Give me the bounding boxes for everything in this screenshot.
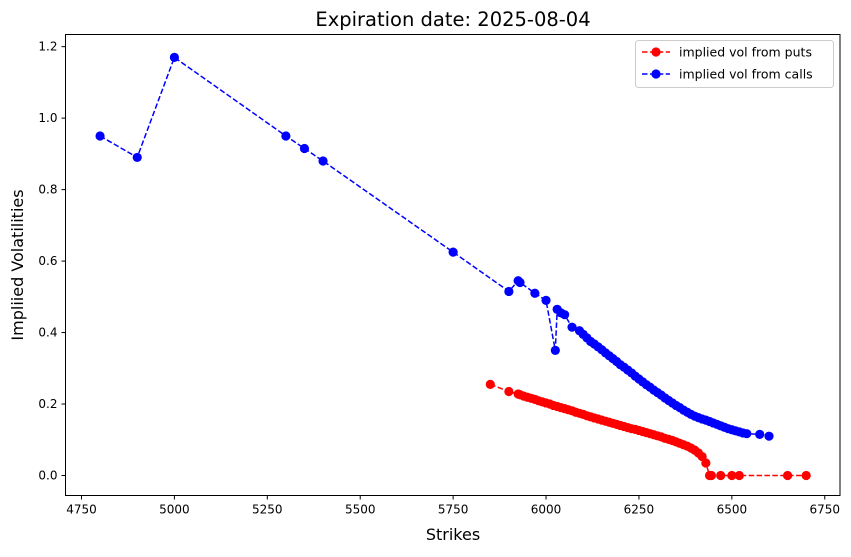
- y-tick-label: 0.8: [38, 183, 57, 197]
- x-tick-label: 6000: [531, 503, 562, 517]
- data-point: [567, 322, 577, 332]
- data-point: [764, 431, 774, 441]
- data-point: [716, 470, 726, 481]
- data-point: [560, 310, 570, 320]
- data-point: [782, 470, 793, 481]
- legend-box: [635, 40, 834, 88]
- data-point: [448, 247, 458, 257]
- x-tick-label: 4750: [66, 503, 97, 517]
- x-tick-label: 5500: [345, 503, 376, 517]
- y-tick-label: 0.2: [38, 397, 57, 411]
- y-tick-label: 1.0: [38, 111, 57, 125]
- data-point: [132, 152, 142, 163]
- x-tick-label: 6250: [624, 503, 655, 517]
- legend: implied vol from puts implied vol from ca…: [635, 40, 834, 88]
- data-point: [95, 131, 105, 141]
- x-tick-label: 5250: [252, 503, 283, 517]
- data-point: [299, 143, 310, 154]
- y-tick-label: 0.0: [38, 468, 57, 482]
- data-point: [281, 131, 291, 141]
- legend-marker: [651, 69, 661, 79]
- data-point: [485, 379, 495, 389]
- legend-marker: [651, 47, 661, 57]
- y-tick-label: 1.2: [38, 40, 57, 54]
- y-tick-label: 0.4: [38, 326, 57, 340]
- x-tick-label: 5750: [438, 503, 469, 517]
- x-tick-label: 5000: [159, 503, 190, 517]
- data-point: [706, 470, 717, 481]
- x-tick-label: 6500: [717, 503, 748, 517]
- x-axis-label: Strikes: [426, 525, 480, 544]
- data-point: [541, 295, 551, 305]
- y-tick-label: 0.6: [38, 254, 57, 268]
- y-axis-label: Impliied Volatilities: [8, 189, 27, 340]
- data-point: [734, 470, 744, 481]
- data-point: [318, 156, 328, 166]
- plot-frame: [65, 34, 841, 496]
- series-line-1: [99, 56, 770, 437]
- data-point: [755, 429, 765, 439]
- data-point: [550, 345, 560, 356]
- chart-title: Expiration date: 2025-08-04: [315, 8, 590, 31]
- data-point: [504, 286, 514, 297]
- data-point: [701, 458, 711, 468]
- data-point: [515, 277, 525, 288]
- legend-label: implied vol from puts: [679, 45, 812, 60]
- data-point: [727, 470, 737, 481]
- data-point: [801, 470, 811, 481]
- x-tick-label: 6750: [809, 503, 840, 517]
- data-point: [169, 52, 179, 62]
- data-point: [530, 288, 540, 298]
- data-point: [742, 429, 752, 439]
- data-point: [504, 386, 514, 397]
- legend-label: implied vol from calls: [679, 67, 813, 82]
